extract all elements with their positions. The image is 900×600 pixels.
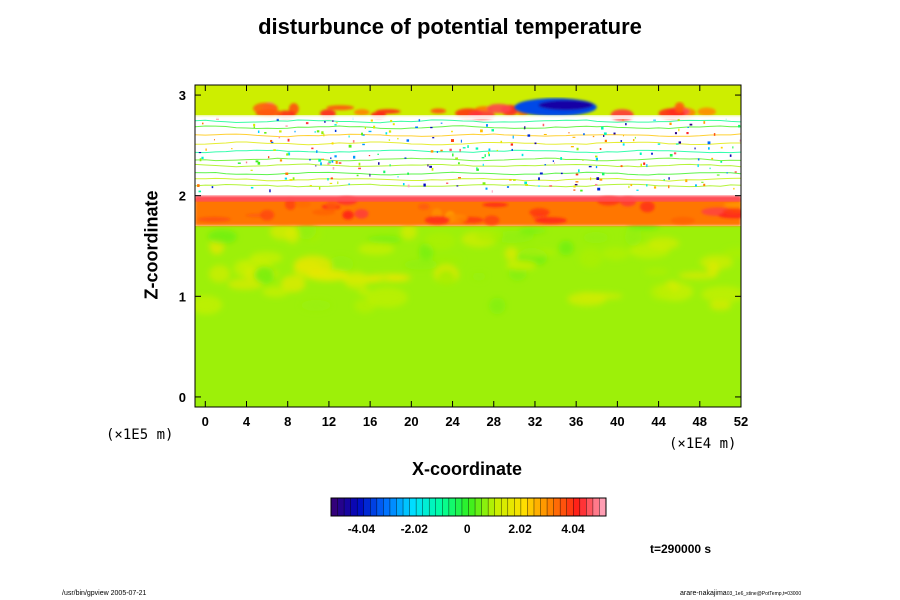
x-tick-label: 12 bbox=[322, 414, 336, 429]
colorbar-cell bbox=[599, 498, 607, 516]
colorbar-cell bbox=[520, 498, 528, 516]
y-tick-label: 0 bbox=[179, 390, 186, 405]
colorbar-cell bbox=[475, 498, 482, 516]
colorbar-cell bbox=[429, 498, 437, 516]
upper-boundary bbox=[195, 115, 741, 120]
y-axis-label: Z-coordinate bbox=[141, 190, 162, 300]
x-units-label: (×1E4 m) bbox=[669, 436, 737, 452]
colorbar-cell bbox=[389, 498, 397, 516]
y-tick-label: 2 bbox=[179, 189, 186, 204]
colorbar-cell bbox=[435, 498, 443, 516]
colorbar-cell bbox=[455, 498, 463, 516]
x-tick-label: 28 bbox=[487, 414, 501, 429]
colorbar-cell bbox=[573, 498, 581, 516]
colorbar-cell bbox=[507, 498, 515, 516]
colorbar-cell bbox=[416, 498, 423, 516]
colorbar-cell bbox=[396, 498, 404, 516]
colorbar-tick-label: 0 bbox=[464, 522, 471, 536]
x-tick-label: 36 bbox=[569, 414, 583, 429]
chart-title: disturbunce of potential temperature bbox=[258, 14, 642, 39]
colorbar-cell bbox=[331, 498, 338, 516]
colorbar-cell bbox=[514, 498, 522, 516]
colorbar-cell bbox=[409, 498, 417, 516]
colorbar-tick-label: -4.04 bbox=[348, 522, 376, 536]
x-tick-label: 40 bbox=[610, 414, 624, 429]
colorbar-cell bbox=[566, 498, 574, 516]
footer-left: /usr/bin/gpview 2005-07-21 bbox=[62, 590, 147, 597]
colorbar-cell bbox=[370, 498, 378, 516]
colorbar-cell bbox=[586, 498, 594, 516]
colorbar-cell bbox=[494, 498, 502, 516]
x-axis-label: X-coordinate bbox=[411, 459, 522, 479]
plot-frame bbox=[194, 84, 742, 408]
colorbar-cell bbox=[533, 498, 541, 516]
x-tick-label: 20 bbox=[404, 414, 418, 429]
colorbar-cell bbox=[383, 498, 391, 516]
colorbar-cell bbox=[350, 498, 358, 516]
colorbar-frame bbox=[330, 497, 607, 517]
colorbar-cell bbox=[448, 498, 456, 516]
y-tick-label: 1 bbox=[179, 289, 186, 304]
colorbar-cell bbox=[461, 498, 469, 516]
colorbar-tick-label: -2.02 bbox=[401, 522, 429, 536]
x-tick-label: 48 bbox=[693, 414, 707, 429]
x-tick-label: 4 bbox=[243, 414, 251, 429]
inversion-line bbox=[195, 195, 741, 202]
colorbar-cell bbox=[422, 498, 430, 516]
x-tick-label: 0 bbox=[202, 414, 209, 429]
colorbar-cell bbox=[344, 498, 351, 516]
heatmap-field bbox=[195, 85, 741, 407]
y-tick-label: 3 bbox=[179, 88, 186, 103]
footer-right-main: arare-nakajima bbox=[680, 590, 727, 597]
x-tick-label: 32 bbox=[528, 414, 542, 429]
colorbar-cell bbox=[363, 498, 371, 516]
x-tick-label: 8 bbox=[284, 414, 291, 429]
colorbar-tick-label: 2.02 bbox=[508, 522, 532, 536]
colorbar-tick-label: 4.04 bbox=[561, 522, 585, 536]
x-tick-label: 44 bbox=[651, 414, 666, 429]
colorbar-cell bbox=[547, 498, 554, 516]
footer-right: arare-nakajima03_1e6_stine@PotTemp,t=030… bbox=[680, 590, 801, 597]
colorbar: -4.04 -2.02 0 2.02 4.04 bbox=[330, 497, 607, 536]
y-units-label: (×1E5 m) bbox=[106, 427, 174, 443]
footer-right-small: 03_1e6_stine@PotTemp,t=03000 bbox=[726, 591, 802, 597]
colorbar-cell bbox=[560, 498, 568, 516]
colorbar-cell bbox=[488, 498, 495, 516]
time-label: t=290000 s bbox=[650, 542, 712, 556]
colorbar-cell bbox=[553, 498, 561, 516]
colorbar-cell bbox=[468, 498, 476, 516]
cold-anomaly bbox=[514, 98, 597, 117]
colorbar-cell bbox=[376, 498, 384, 516]
colorbar-cell bbox=[579, 498, 587, 516]
colorbar-cell bbox=[527, 498, 535, 516]
x-tick-label: 52 bbox=[734, 414, 748, 429]
colorbar-cell bbox=[403, 498, 410, 516]
colorbar-cell bbox=[540, 498, 548, 516]
x-tick-label: 24 bbox=[445, 414, 460, 429]
colorbar-cell bbox=[357, 498, 365, 516]
warm-band-eddies bbox=[197, 196, 741, 226]
colorbar-cell bbox=[592, 498, 600, 516]
colorbar-cell bbox=[337, 498, 345, 516]
lower-layer-eddies bbox=[195, 220, 741, 315]
x-tick-label: 16 bbox=[363, 414, 377, 429]
colorbar-cell bbox=[481, 498, 489, 516]
noisy-layer bbox=[195, 117, 741, 193]
colorbar-cell bbox=[501, 498, 509, 516]
colorbar-cell bbox=[442, 498, 450, 516]
